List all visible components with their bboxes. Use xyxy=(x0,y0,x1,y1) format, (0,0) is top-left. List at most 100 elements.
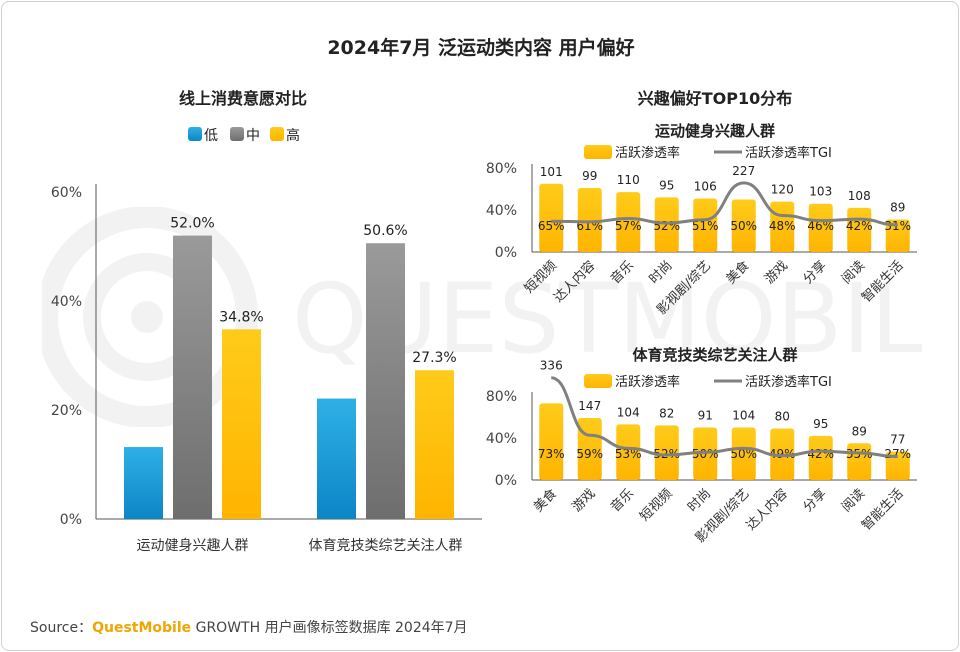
combo-bar xyxy=(808,435,833,480)
combo-bar-label: 27% xyxy=(884,447,911,461)
combo-tgi-label: 227 xyxy=(732,164,755,178)
chart1-bar-中 xyxy=(366,243,405,520)
combo-tgi-label: 89 xyxy=(890,200,905,214)
source-prefix: Source： xyxy=(30,620,93,636)
combo-bar xyxy=(654,425,679,480)
combo-tgi-label: 77 xyxy=(890,433,905,447)
source-detail: GROWTH 用户画像标签数据库 2024年7月 xyxy=(191,620,468,636)
combo-y-tick-label: 40% xyxy=(486,203,517,219)
combo-tgi-line xyxy=(551,181,898,227)
combo-bar xyxy=(539,183,564,252)
combo-legend-label: 活跃渗透率 xyxy=(615,374,680,390)
combo-bar xyxy=(885,219,910,252)
combo-tgi-label: 91 xyxy=(698,409,713,423)
combo-tgi-label: 120 xyxy=(771,183,794,197)
combo-bar xyxy=(616,424,641,480)
combo-tgi-label: 95 xyxy=(659,178,674,192)
combo-legend-swatch-bar xyxy=(584,145,612,159)
combo-y-tick-label: 80% xyxy=(486,389,517,405)
combo-bar-label: 49% xyxy=(769,447,796,461)
chart1-data-label: 50.6% xyxy=(363,223,407,239)
chart1-y-tick-label: 60% xyxy=(51,185,82,201)
combo-bar-label: 50% xyxy=(730,447,757,461)
combo-legend-swatch-bar xyxy=(584,374,612,388)
chart1-category-label: 运动健身兴趣人群 xyxy=(137,538,249,554)
chart1-y-tick-label: 0% xyxy=(60,512,82,528)
combo-legend-label: 活跃渗透率 xyxy=(615,145,680,161)
chart1-bar-中 xyxy=(173,235,212,519)
combo-category-label: 音乐 xyxy=(607,258,637,288)
combo-category-label: 达人内容 xyxy=(550,258,598,306)
combo-tgi-label: 108 xyxy=(848,189,871,203)
chart1-y-tick-label: 20% xyxy=(51,403,82,419)
combo-category-label: 美食 xyxy=(530,486,560,516)
combo-category-label: 阅读 xyxy=(839,258,868,287)
page-title: 2024年7月 泛运动类内容 用户偏好 xyxy=(327,36,634,59)
combo-bar-label: 51% xyxy=(692,219,719,233)
chart1-legend-label: 高 xyxy=(286,127,300,144)
combo-tgi-label: 95 xyxy=(813,417,828,431)
combo-category-label: 达人内容 xyxy=(743,486,791,534)
combo-bar xyxy=(577,187,602,252)
combo-y-tick-label: 40% xyxy=(486,431,517,447)
combo-tgi-label: 104 xyxy=(732,409,755,423)
combo-tgi-label: 89 xyxy=(852,424,867,438)
combo-tgi-label: 99 xyxy=(582,169,597,183)
combo-category-label: 短视频 xyxy=(637,486,675,524)
combo-bar xyxy=(731,427,756,480)
combo-bar xyxy=(808,203,833,252)
combo-category-label: 智能生活 xyxy=(859,486,906,533)
combo-bar xyxy=(616,192,641,252)
source-brand: QuestMobile xyxy=(92,620,192,636)
combo-bar-label: 48% xyxy=(769,219,796,233)
combo-bar-label: 53% xyxy=(615,447,642,461)
combo-bar xyxy=(693,198,718,252)
chart1-bar-高 xyxy=(222,329,261,519)
combo-bar xyxy=(731,199,756,252)
combo-bar-label: 73% xyxy=(538,447,565,461)
combo-legend-label: 活跃渗透率TGI xyxy=(745,145,832,161)
combo-tgi-line xyxy=(550,376,898,459)
chart1-legend-swatch xyxy=(270,127,284,141)
combo-category-label: 分享 xyxy=(800,258,830,288)
combo-category-label: 音乐 xyxy=(607,486,637,516)
combo-tgi-label: 101 xyxy=(540,165,563,179)
combo-tgi-label: 106 xyxy=(694,179,717,193)
combo-tgi-label: 147 xyxy=(578,399,601,413)
chart1-data-label: 27.3% xyxy=(412,350,456,366)
combo-y-tick-label: 0% xyxy=(495,473,517,489)
combo-tgi-label: 336 xyxy=(540,359,563,373)
chart1-legend-label: 中 xyxy=(246,128,260,144)
chart1-bar-低 xyxy=(317,398,356,519)
combo-bar-label: 59% xyxy=(576,447,603,461)
combo-bar-label: 57% xyxy=(615,219,642,233)
source-note: Source：QuestMobile GROWTH 用户画像标签数据库 2024… xyxy=(30,617,468,637)
combo-category-label: 美食 xyxy=(723,258,753,288)
combo-category-label: 时尚 xyxy=(685,486,714,515)
combo-bar xyxy=(885,451,910,480)
chart2-title: 运动健身兴趣人群 xyxy=(655,122,775,140)
chart1-y-tick-label: 40% xyxy=(51,294,82,310)
chart1-data-label: 52.0% xyxy=(170,216,214,232)
combo-category-label: 阅读 xyxy=(839,486,868,515)
chart1-bar-高 xyxy=(415,370,454,519)
combo-category-label: 游戏 xyxy=(762,258,791,287)
combo-category-label: 分享 xyxy=(800,486,830,516)
combo-tgi-label: 80 xyxy=(775,410,790,424)
combo-y-tick-label: 0% xyxy=(495,245,517,261)
combo-bar-label: 42% xyxy=(807,447,834,461)
chart1-data-label: 34.8% xyxy=(219,309,263,325)
section-title: 兴趣偏好TOP10分布 xyxy=(638,89,793,108)
combo-bar-label: 46% xyxy=(807,219,834,233)
chart1-legend-label: 低 xyxy=(204,128,218,144)
combo-category-label: 游戏 xyxy=(570,486,599,515)
combo-bar-label: 42% xyxy=(846,219,873,233)
chart1-legend-swatch xyxy=(188,127,202,141)
combo-y-tick-label: 80% xyxy=(486,161,517,177)
combo-bar xyxy=(539,403,564,480)
chart1-bar-低 xyxy=(124,447,163,519)
combo-tgi-label: 110 xyxy=(617,173,640,187)
chart1-category-label: 体育竞技类综艺关注人群 xyxy=(309,537,463,554)
combo-bar-label: 50% xyxy=(730,219,757,233)
